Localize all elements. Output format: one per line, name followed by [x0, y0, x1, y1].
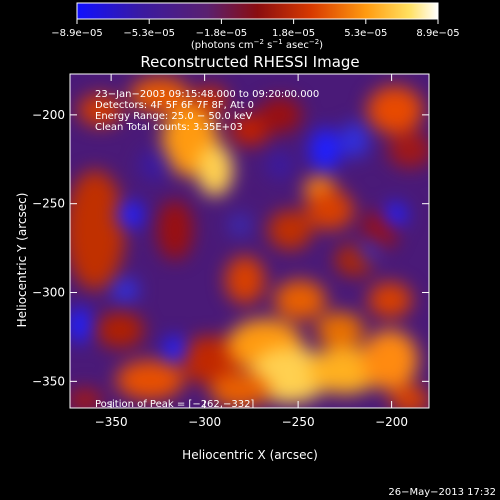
colorbar-ticks: −8.9e−05 −5.3e−05 −1.8e−05 1.8e−05 5.3e−05 8.…: [51, 19, 460, 39]
annotation-peak-position: Position of Peak = [−262,−332]: [95, 399, 254, 410]
colorbar: −8.9e−05 −5.3e−05 −1.8e−05 1.8e−05 5.3e−05 8.…: [51, 2, 460, 51]
colorbar-tick-label: −8.9e−05: [51, 28, 103, 39]
x-tick-label: −200: [375, 415, 408, 429]
annotation-clean-counts: Clean Total counts: 3.35E+03: [95, 122, 243, 133]
plot-frame: [69, 73, 430, 409]
colorbar-tick-label: 8.9e−05: [416, 28, 459, 39]
y-tick-label: −200: [32, 108, 65, 122]
colorbar-gradient: [76, 2, 439, 20]
heatmap-image: [70, 74, 429, 408]
y-tick-label: −350: [32, 374, 65, 388]
chart-title: Reconstructed RHESSI Image: [140, 53, 359, 71]
x-tick-label: −250: [282, 415, 315, 429]
annotation-detectors: Detectors: 4F 5F 6F 7F 8F, Att 0: [95, 100, 254, 111]
colorbar-tick-label: −5.3e−05: [123, 28, 175, 39]
timestamp: 26−May−2013 17:32: [388, 487, 496, 498]
y-tick-label: −250: [32, 197, 65, 211]
annotation-block: 23−Jan−2003 09:15:48.000 to 09:20:00.000…: [95, 89, 319, 133]
annotation-time-range: 23−Jan−2003 09:15:48.000 to 09:20:00.000: [95, 89, 319, 100]
annotation-energy-range: Energy Range: 25.0 − 50.0 keV: [95, 111, 252, 122]
axis-ticks: −350 −300 −250 −200 −200 −250 −300 −350: [32, 74, 429, 429]
y-axis-label: Heliocentric Y (arcsec): [15, 193, 29, 328]
colorbar-tick-label: 5.3e−05: [344, 28, 387, 39]
x-axis-label: Heliocentric X (arcsec): [182, 448, 318, 462]
colorbar-tick-label: −1.8e−05: [196, 28, 248, 39]
x-tick-label: −350: [95, 415, 128, 429]
y-tick-label: −300: [32, 286, 65, 300]
colorbar-tick-label: 1.8e−05: [272, 28, 315, 39]
x-tick-label: −300: [188, 415, 221, 429]
colorbar-units: (photons cm−2 s−1 asec−2): [191, 38, 323, 51]
